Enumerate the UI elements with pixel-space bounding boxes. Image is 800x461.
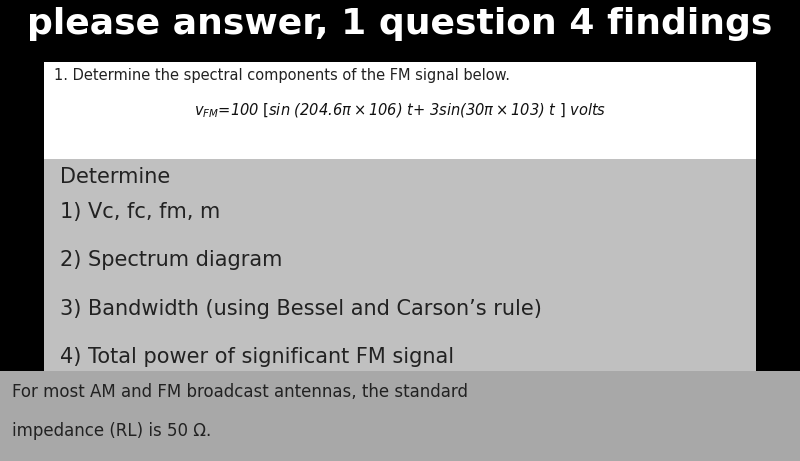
Text: please answer, 1 question 4 findings: please answer, 1 question 4 findings (27, 7, 773, 41)
Text: impedance (RL) is 50 Ω.: impedance (RL) is 50 Ω. (12, 422, 211, 440)
Text: 1. Determine the spectral components of the FM signal below.: 1. Determine the spectral components of … (54, 68, 510, 83)
Text: Determine: Determine (60, 167, 170, 187)
FancyBboxPatch shape (0, 371, 800, 461)
Text: 3) Bandwidth (using Bessel and Carson’s rule): 3) Bandwidth (using Bessel and Carson’s … (60, 299, 542, 319)
FancyBboxPatch shape (44, 159, 756, 371)
Text: For most AM and FM broadcast antennas, the standard: For most AM and FM broadcast antennas, t… (12, 383, 468, 401)
Text: $v_{FM}$=100 $[$sin (204.6$\pi\times$106) $t$+ 3sin(30$\pi\times$103) $t$ $]$ $\: $v_{FM}$=100 $[$sin (204.6$\pi\times$106… (194, 101, 606, 120)
FancyBboxPatch shape (44, 62, 756, 159)
Text: 4) Total power of significant FM signal: 4) Total power of significant FM signal (60, 347, 454, 367)
Text: 1) Vc, fc, fm, m: 1) Vc, fc, fm, m (60, 202, 220, 222)
Text: 2) Spectrum diagram: 2) Spectrum diagram (60, 250, 282, 270)
